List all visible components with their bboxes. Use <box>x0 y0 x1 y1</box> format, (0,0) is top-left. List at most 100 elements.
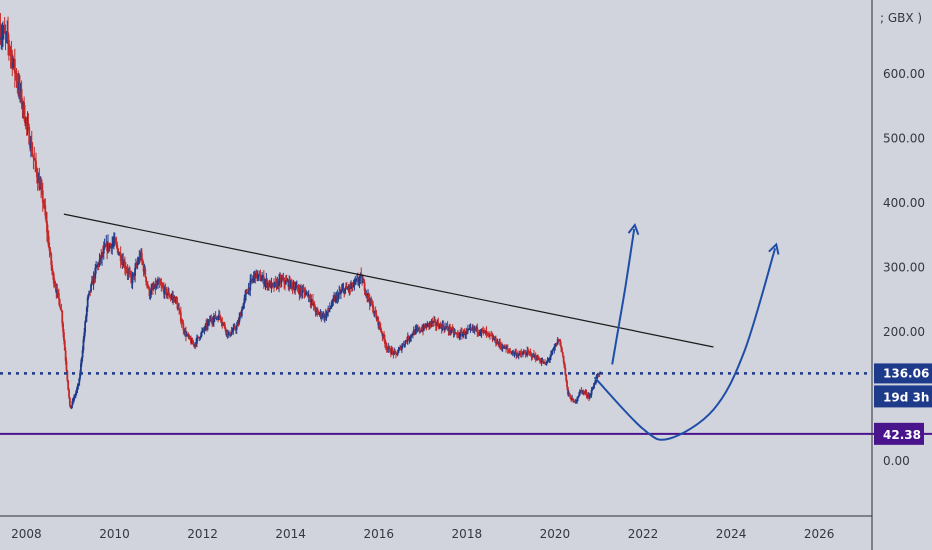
candle-body <box>589 394 592 396</box>
candle-body <box>500 346 503 349</box>
candle-body <box>283 278 286 283</box>
candle-body <box>467 329 469 331</box>
candle-body <box>168 296 171 298</box>
candle-body <box>48 247 51 251</box>
candle-body <box>92 275 95 285</box>
candle-body <box>511 352 513 354</box>
candle-body <box>561 352 564 356</box>
candle-body <box>176 301 179 309</box>
candle-body <box>598 373 601 375</box>
candle-body <box>229 334 232 336</box>
candle-body <box>517 354 520 356</box>
candle-body <box>50 253 53 266</box>
candle-body <box>461 333 464 337</box>
candle-body <box>57 293 60 300</box>
candle-body <box>58 299 61 307</box>
candle-body <box>437 322 440 327</box>
candle-body <box>135 264 137 268</box>
candle-body <box>87 294 90 298</box>
candle-body <box>384 339 386 345</box>
candle-body <box>404 340 407 345</box>
candle-body <box>294 288 297 291</box>
candle-body <box>317 312 320 315</box>
candle-body <box>308 294 311 300</box>
candle-body <box>439 324 441 329</box>
candle-body <box>549 356 551 359</box>
candle-body <box>201 331 203 333</box>
candle-body <box>144 268 147 277</box>
candle-body <box>71 400 74 406</box>
candle-body <box>591 389 594 391</box>
candle-body <box>355 279 358 281</box>
candle-body <box>353 281 356 285</box>
candle-body <box>464 334 467 336</box>
candle-body <box>101 252 103 259</box>
candle-body <box>451 328 454 330</box>
candle-body <box>595 375 598 381</box>
candle-body <box>60 309 63 311</box>
overlays-layer <box>0 213 932 441</box>
candle-body <box>23 102 26 120</box>
candle-body <box>31 153 34 156</box>
candle-body <box>197 336 200 338</box>
candle-body <box>344 288 347 294</box>
candle-body <box>67 380 70 390</box>
candle-body <box>251 279 254 281</box>
candle-body <box>374 310 377 315</box>
candle-body <box>290 280 292 288</box>
candle-body <box>329 307 332 309</box>
candle-body <box>236 322 239 326</box>
candle-body <box>379 327 382 331</box>
descending-trendline <box>63 213 714 348</box>
candle-body <box>439 324 442 326</box>
candle-body <box>359 273 362 278</box>
candle-body <box>159 283 162 285</box>
candle-body <box>470 327 473 329</box>
candle-body <box>256 270 258 278</box>
candle-body <box>537 356 540 360</box>
candle-body <box>387 346 390 349</box>
candle-body <box>266 279 269 287</box>
price-badges: 136.06 19d 3h 42.38 <box>874 363 932 445</box>
candle-body <box>189 336 192 340</box>
candle-body <box>82 339 85 351</box>
candle-body <box>363 282 366 291</box>
candle-body <box>465 330 468 335</box>
candle-body <box>271 282 274 285</box>
candle-body <box>588 395 591 398</box>
candle-body <box>330 305 333 308</box>
candle-body <box>529 352 532 354</box>
candle-body <box>485 331 488 333</box>
candle-body <box>19 82 21 93</box>
candle-body <box>499 342 502 346</box>
y-axis-unit-label: ; GBX ) <box>880 11 922 25</box>
candle-body <box>243 298 246 304</box>
candle-body <box>550 354 552 357</box>
candle-body <box>280 278 283 283</box>
candle-body <box>524 353 527 355</box>
candle-body <box>219 316 222 321</box>
candle-body <box>214 315 217 319</box>
y-tick-label: 500.00 <box>883 132 925 146</box>
candle-body <box>62 323 64 333</box>
candle-body <box>129 272 131 274</box>
candle-body <box>367 293 370 299</box>
candle-body <box>160 284 163 286</box>
candle-body <box>52 271 54 275</box>
candle-body <box>372 304 374 313</box>
candle-body <box>290 280 293 284</box>
candle-body <box>112 242 114 244</box>
candle-body <box>178 308 181 311</box>
candle-body <box>463 331 466 335</box>
x-tick-label: 2024 <box>716 527 747 541</box>
candle-body <box>68 389 70 398</box>
current-price-value: 136.06 <box>883 366 929 380</box>
candle-body <box>88 290 91 295</box>
candle-body <box>63 332 65 341</box>
candle-body <box>450 328 453 332</box>
candle-body <box>530 353 533 357</box>
candle-body <box>252 276 255 280</box>
candle-body <box>354 280 357 282</box>
candle-body <box>577 395 580 397</box>
y-tick-label: 400.00 <box>883 196 925 210</box>
